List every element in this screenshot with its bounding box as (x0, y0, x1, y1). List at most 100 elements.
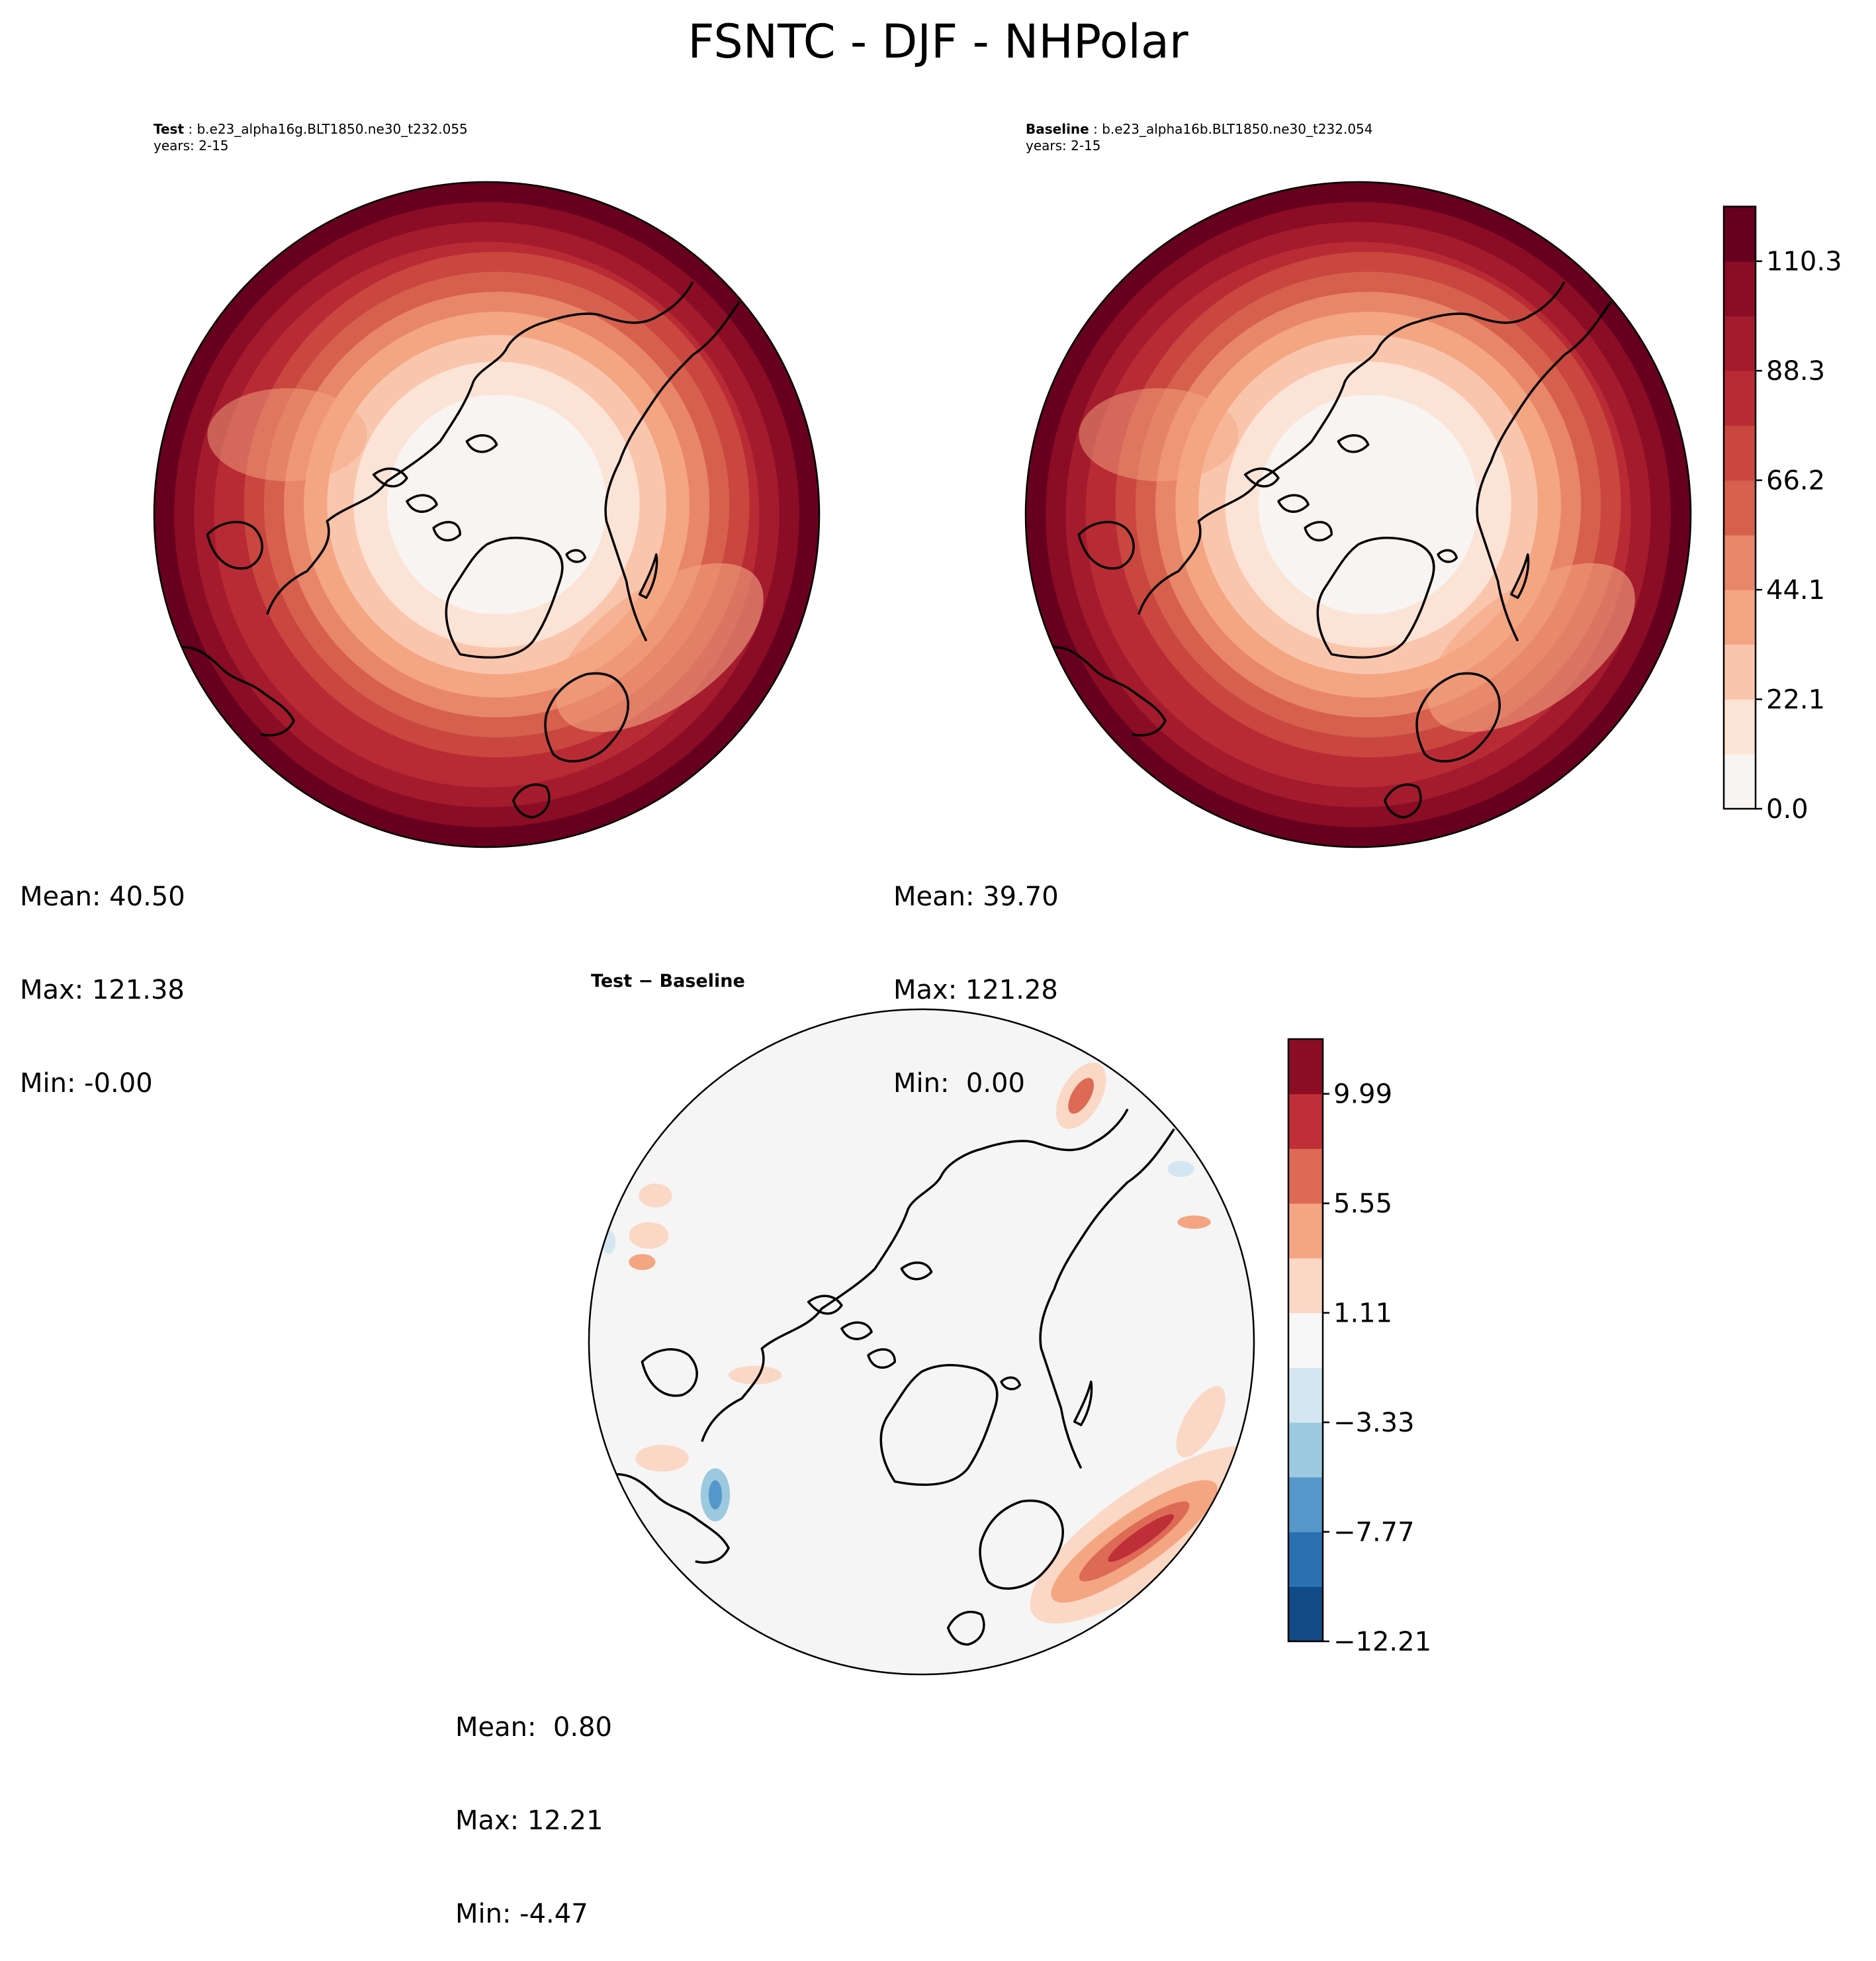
diff-coastline-2 (608, 1473, 730, 1564)
diff-max: Max: 12.21 (455, 1805, 603, 1836)
test-mean: Mean: 40.50 (20, 882, 185, 912)
diff-colorbar-swatch-1 (1288, 1531, 1323, 1587)
diff-anomaly-negative-2 (1167, 1161, 1194, 1177)
diff-colorbar-swatch-6 (1288, 1257, 1323, 1314)
diff-anomaly-positive-12 (1177, 1215, 1211, 1229)
baseline-stats: Mean: 39.70 Max: 121.28 Min: 0.00 (893, 819, 1059, 1130)
baseline-field (1026, 182, 1691, 847)
baseline-coastline-2 (1045, 645, 1167, 737)
diff-coastline-5 (867, 1348, 897, 1369)
diff-label: Test − Baseline (591, 971, 745, 991)
diff-colorbar-tick-label-3: 1.11 (1333, 1299, 1392, 1329)
test-coastline-12 (565, 549, 586, 563)
baseline-map (1024, 181, 1692, 848)
diff-colorbar-tick-label-0: −12.21 (1333, 1627, 1431, 1657)
diff-colorbar-swatch-10 (1288, 1039, 1323, 1095)
diff-background (589, 1009, 1254, 1674)
top-colorbar-tick-label-5: 110.3 (1766, 247, 1842, 277)
top-colorbar-swatch-5 (1724, 480, 1756, 535)
baseline-coastline-8 (1415, 672, 1501, 762)
top-colorbar-outline (1722, 205, 1757, 810)
test-stats: Mean: 40.50 Max: 121.38 Min: -0.00 (20, 819, 185, 1130)
diff-colorbar-swatch-0 (1288, 1586, 1323, 1642)
diff-colorbar-swatch-7 (1288, 1203, 1323, 1259)
baseline-coastline-3 (1243, 467, 1280, 488)
diff-coastlines (608, 1108, 1175, 1646)
top-colorbar-tick-label-0: 0.0 (1766, 794, 1809, 825)
test-label: Test (154, 121, 185, 137)
diff-coastline-11 (1073, 1381, 1093, 1426)
diff-anomaly-positive-3 (1108, 1514, 1175, 1562)
baseline-coastline-12 (1437, 549, 1458, 563)
diff-boundary (588, 1008, 1255, 1676)
diff-anomaly-positive-8 (729, 1365, 782, 1385)
diff-stats: Mean: 0.80 Max: 12.21 Min: -4.47 (455, 1650, 612, 1961)
diff-anomaly-negative-1 (708, 1480, 722, 1510)
diff-field (589, 1009, 1254, 1674)
test-max: Max: 121.38 (20, 975, 185, 1005)
top-colorbar-swatch-0 (1724, 754, 1756, 809)
baseline-coastline-9 (1383, 783, 1422, 819)
test-boundary (153, 181, 821, 848)
top-colorbar-tick-label-2: 44.1 (1766, 575, 1825, 606)
diff-colorbar-tick-label-4: 5.55 (1333, 1189, 1392, 1219)
diff-coastline-8 (979, 1499, 1064, 1590)
test-coastline-1 (445, 536, 564, 659)
diff-colorbar-swatch-5 (1288, 1312, 1323, 1368)
test-coastline-3 (372, 467, 408, 488)
diff-anomaly-positive-9 (635, 1445, 689, 1472)
diff-colorbar-tick-label-5: 9.99 (1333, 1079, 1392, 1110)
test-band-irregular-2 (207, 388, 367, 482)
test-coastline-6 (465, 434, 498, 453)
diff-anomaly-positive-11 (639, 1183, 672, 1208)
test-band-irregular-1 (555, 563, 764, 732)
test-band-10 (386, 394, 607, 615)
test-coastline-9 (512, 783, 551, 819)
top-colorbar-tick-label-4: 88.3 (1766, 356, 1825, 387)
test-min: Min: -0.00 (20, 1068, 153, 1099)
baseline-coastline-1 (1316, 536, 1435, 659)
top-colorbar-swatch-4 (1724, 535, 1756, 590)
diff-colorbar-tick-label-1: −7.77 (1333, 1518, 1415, 1548)
baseline-label: Baseline (1026, 121, 1089, 137)
top-colorbar-swatch-10 (1724, 206, 1756, 262)
baseline-max: Max: 121.28 (893, 975, 1058, 1005)
test-map (153, 181, 821, 848)
baseline-band-10 (1258, 394, 1478, 615)
baseline-boundary (1024, 181, 1692, 848)
top-colorbar-swatch-9 (1724, 261, 1756, 316)
baseline-coastline-4 (1277, 494, 1310, 513)
top-colorbar-swatch-7 (1724, 371, 1756, 426)
test-field (154, 182, 819, 847)
test-coastline-11 (638, 553, 658, 599)
diff-anomaly-positive-10 (1176, 1386, 1226, 1457)
diff-mean: Mean: 0.80 (455, 1712, 612, 1743)
top-colorbar-swatch-6 (1724, 425, 1756, 481)
diff-anomaly-positive-6 (629, 1222, 669, 1249)
diff-colorbar-swatch-3 (1288, 1422, 1323, 1478)
diff-colorbar: −12.21 −7.77 −3.33 1.11 5.55 9.99 (1287, 1038, 1431, 1657)
baseline-coastline-5 (1304, 521, 1333, 542)
baseline-coastline-0 (1138, 281, 1566, 615)
diff-colorbar-outline (1287, 1038, 1324, 1643)
top-colorbar-tick-label-3: 66.2 (1766, 466, 1825, 496)
test-coastline-4 (406, 494, 438, 513)
baseline-years: years: 2-15 (1026, 138, 1101, 154)
baseline-coastline-6 (1337, 434, 1370, 453)
test-years: years: 2-15 (154, 138, 229, 154)
top-colorbar-swatch-8 (1724, 316, 1756, 371)
diff-coastline-0 (701, 1108, 1129, 1442)
baseline-panel-title: Baseline : b.e23_alpha16b.BLT1850.ne30_t… (1026, 121, 1373, 137)
baseline-band-irregular-1 (1427, 563, 1635, 732)
baseline-coastline-10 (1476, 300, 1612, 642)
top-colorbar-tick-label-1: 22.1 (1766, 685, 1825, 715)
diff-coastline-12 (1000, 1376, 1021, 1391)
baseline-min: Min: 0.00 (893, 1068, 1025, 1099)
diff-colorbar-swatch-9 (1288, 1093, 1323, 1149)
baseline-coastline-7 (1077, 521, 1135, 570)
diff-colorbar-swatch-2 (1288, 1477, 1323, 1533)
diff-panel-title: Test − Baseline (591, 971, 745, 991)
baseline-mean: Mean: 39.70 (893, 882, 1059, 912)
figure-title: FSNTC - DJF - NHPolar (688, 15, 1188, 69)
diff-coastline-10 (1039, 1128, 1175, 1469)
